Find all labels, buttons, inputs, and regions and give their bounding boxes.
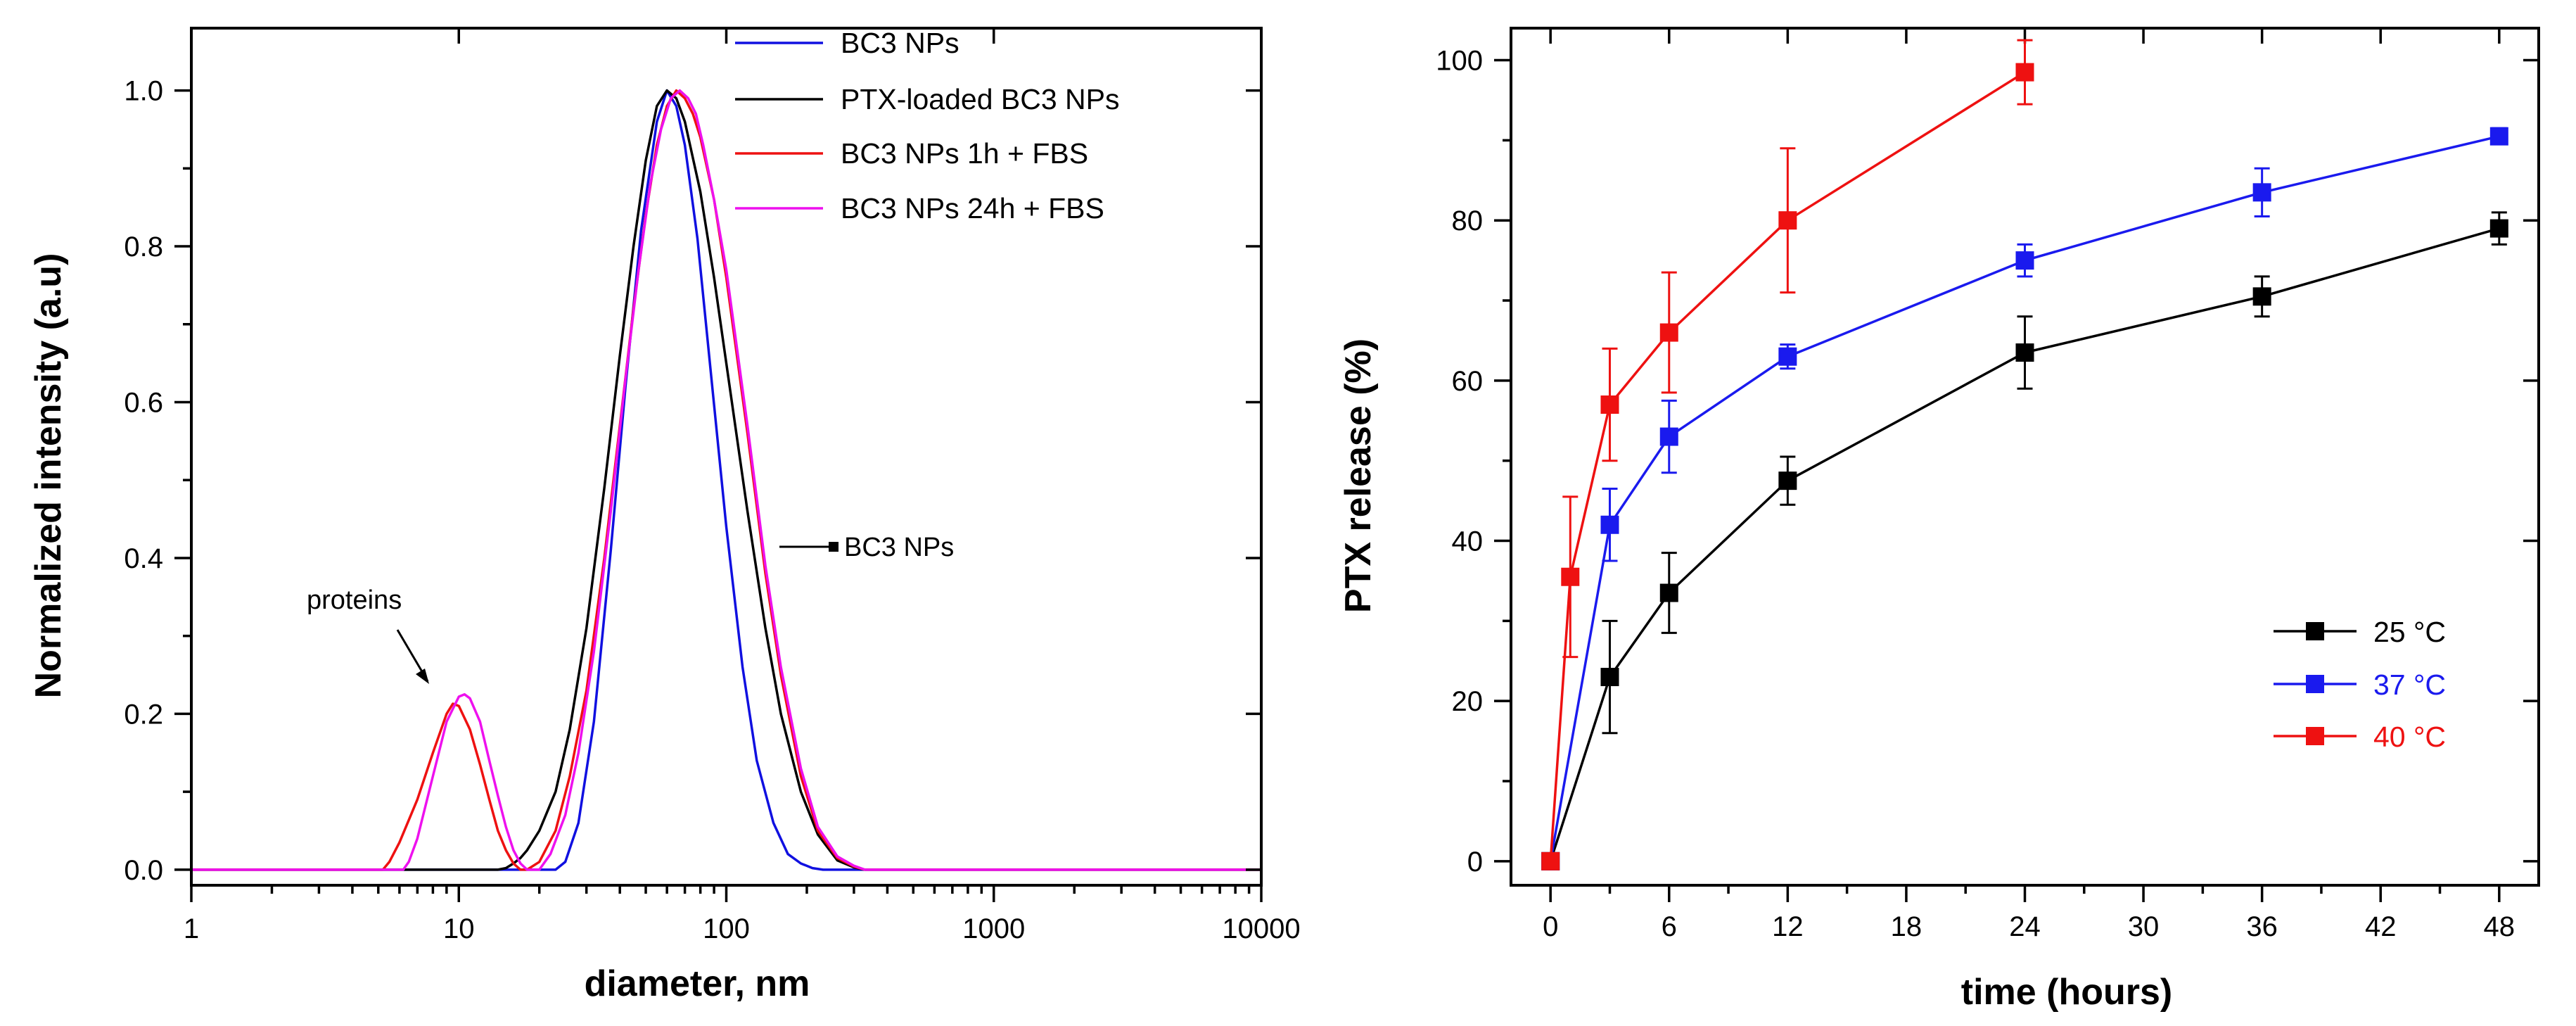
release-series-line-40-c <box>1549 71 2026 862</box>
dls-y-tick-label: 0.4 <box>124 543 163 574</box>
dls-y-tick-label: 0.8 <box>124 232 163 262</box>
release-data-point-25-c <box>2015 343 2034 362</box>
dls-legend-label-bc3-nps-1h-fbs: BC3 NPs 1h + FBS <box>841 137 1088 170</box>
release-data-point-40-c <box>2015 63 2034 82</box>
dls-series-line-ptx-loaded-bc3-nps <box>191 89 1261 871</box>
dls-series-group <box>191 89 1261 871</box>
release-x-tick-label: 0 <box>1543 911 1558 942</box>
release-ticks: 0 6 12 18 24 30 36 42 48 0 20 40 60 80 100 <box>1436 28 2539 942</box>
release-data-point-25-c <box>1600 668 1619 687</box>
release-data-point-40-c <box>1561 567 1580 586</box>
release-data-point-25-c <box>1778 471 1797 490</box>
dls-legend-label-bc3-nps: BC3 NPs <box>841 27 959 59</box>
release-legend-marker-40-c <box>2306 727 2324 745</box>
release-series-group <box>1541 39 2508 870</box>
dls-y-tick-label: 0.2 <box>124 699 163 730</box>
release-legend-label-25-c: 25 °C <box>2373 616 2446 648</box>
release-legend-marker-37-c <box>2306 675 2324 693</box>
dls-annotations: proteins BC3 NPs <box>307 533 954 684</box>
release-x-tick-label: 36 <box>2246 911 2278 942</box>
release-y-tick-label: 40 <box>1452 526 1484 557</box>
dls-series-line-bc3-nps <box>191 89 1261 871</box>
dls-y-tick-label: 1.0 <box>124 76 163 107</box>
dls-legend-label-ptx-loaded-bc3-nps: PTX-loaded BC3 NPs <box>841 83 1120 115</box>
bc3-annotation-label: BC3 NPs <box>844 533 954 562</box>
release-y-tick-label: 60 <box>1452 366 1484 397</box>
release-legend-marker-25-c <box>2306 622 2324 640</box>
release-data-point-37-c <box>2015 251 2034 270</box>
dls-y-tick-label: 0.0 <box>124 855 163 886</box>
release-data-point-37-c <box>1778 347 1797 366</box>
release-data-point-40-c <box>1659 323 1678 342</box>
release-legend: 25 °C 37 °C 40 °C <box>2274 616 2446 753</box>
release-x-tick-label: 48 <box>2484 911 2516 942</box>
dls-legend: BC3 NPs PTX-loaded BC3 NPs BC3 NPs 1h + FB… <box>735 27 1120 224</box>
bc3-annotation-marker <box>829 542 839 552</box>
release-data-point-25-c <box>2252 287 2271 306</box>
dls-x-tick-label: 100 <box>703 913 750 944</box>
proteins-annotation-arrowhead <box>416 669 429 684</box>
release-x-tick-label: 42 <box>2365 911 2397 942</box>
release-y-tick-label: 100 <box>1436 46 1483 77</box>
release-y-axis-title: PTX release (%) <box>1338 338 1379 613</box>
release-series-40-c <box>1541 39 2034 870</box>
release-legend-label-40-c: 40 °C <box>2373 721 2446 753</box>
dls-x-axis-title: diameter, nm <box>585 963 810 1004</box>
release-data-point-37-c <box>2489 127 2508 146</box>
dls-ticks: 1 10 100 1000 10000 0.0 0.2 0.4 0.6 0.8 1.0 <box>124 28 1301 944</box>
dls-legend-label-bc3-nps-24h-fbs: BC3 NPs 24h + FBS <box>841 192 1104 224</box>
release-data-point-37-c <box>2252 183 2271 202</box>
release-y-tick-label: 80 <box>1452 205 1484 236</box>
release-x-tick-label: 12 <box>1772 911 1804 942</box>
release-data-point-25-c <box>1659 583 1678 602</box>
ptx-release-chart: 0 6 12 18 24 30 36 42 48 0 20 40 60 80 100 time (hours… <box>1338 27 2540 1013</box>
release-x-tick-label: 18 <box>1891 911 1923 942</box>
proteins-annotation-label: proteins <box>307 585 402 615</box>
release-x-tick-label: 6 <box>1662 911 1677 942</box>
release-y-tick-label: 20 <box>1452 686 1484 717</box>
release-x-tick-label: 30 <box>2128 911 2160 942</box>
release-legend-label-37-c: 37 °C <box>2373 669 2446 701</box>
dls-size-distribution-chart: 1 10 100 1000 10000 0.0 0.2 0.4 0.6 0.8 1.0 diamet… <box>28 27 1301 1004</box>
dls-x-tick-label: 10 <box>443 913 475 944</box>
dls-x-tick-label: 1 <box>184 913 199 944</box>
release-x-tick-label: 24 <box>2009 911 2041 942</box>
release-data-point-37-c <box>1659 427 1678 446</box>
release-data-point-40-c <box>1541 851 1560 870</box>
dls-x-tick-label: 10000 <box>1222 913 1300 944</box>
dls-y-tick-label: 0.6 <box>124 387 163 418</box>
release-x-axis-title: time (hours) <box>1961 972 2172 1013</box>
release-data-point-40-c <box>1778 211 1797 230</box>
dls-x-tick-label: 1000 <box>962 913 1025 944</box>
release-data-point-40-c <box>1600 395 1619 414</box>
release-y-tick-label: 0 <box>1467 847 1483 878</box>
release-data-point-37-c <box>1600 515 1619 534</box>
dls-y-axis-title: Normalized intensity (a.u) <box>28 253 69 699</box>
release-series-25-c <box>1541 211 2508 870</box>
release-data-point-25-c <box>2489 219 2508 238</box>
dls-series-line-bc3-nps-24h-fbs <box>191 89 1261 871</box>
